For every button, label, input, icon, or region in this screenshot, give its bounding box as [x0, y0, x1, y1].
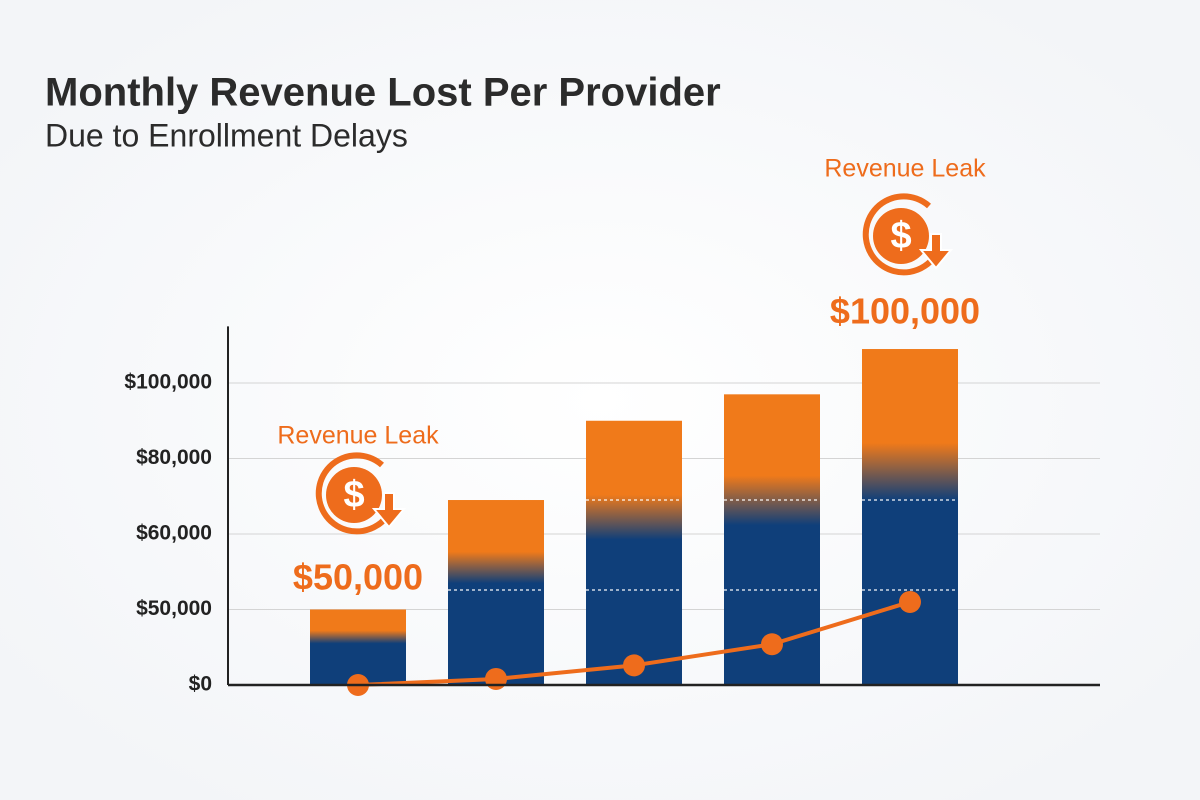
chart-subtitle: Due to Enrollment Delays	[45, 117, 408, 153]
leak-icon: $	[862, 193, 954, 276]
icon-ring	[862, 193, 938, 276]
bar	[862, 349, 958, 685]
icon-arrow	[918, 233, 954, 270]
leak-icon: $	[315, 452, 407, 535]
y-tick-label: $80,000	[136, 446, 212, 469]
chart-title: Monthly Revenue Lost Per Provider	[45, 71, 721, 115]
y-tick-label: $100,000	[124, 371, 212, 394]
bar	[448, 500, 544, 685]
annotation-amount: $50,000	[293, 557, 423, 598]
icon-dollar: $	[890, 215, 911, 257]
line-point	[623, 654, 645, 677]
y-tick-label: $60,000	[136, 522, 212, 545]
bar	[586, 420, 682, 685]
icon-dollar: $	[343, 474, 364, 516]
annotation-amount: $100,000	[830, 291, 980, 332]
annotation-label: Revenue Leak	[277, 422, 439, 450]
icon-coin	[873, 208, 929, 264]
line-point	[899, 590, 921, 613]
y-tick-label: $50,000	[136, 597, 212, 620]
icon-arrow	[371, 492, 407, 529]
bar	[310, 609, 406, 685]
icon-coin	[326, 467, 382, 523]
annotation-label: Revenue Leak	[824, 155, 986, 183]
icon-ring	[315, 452, 391, 535]
y-tick-label: $0	[189, 673, 212, 696]
line-point	[485, 667, 507, 690]
line-point	[761, 633, 783, 656]
